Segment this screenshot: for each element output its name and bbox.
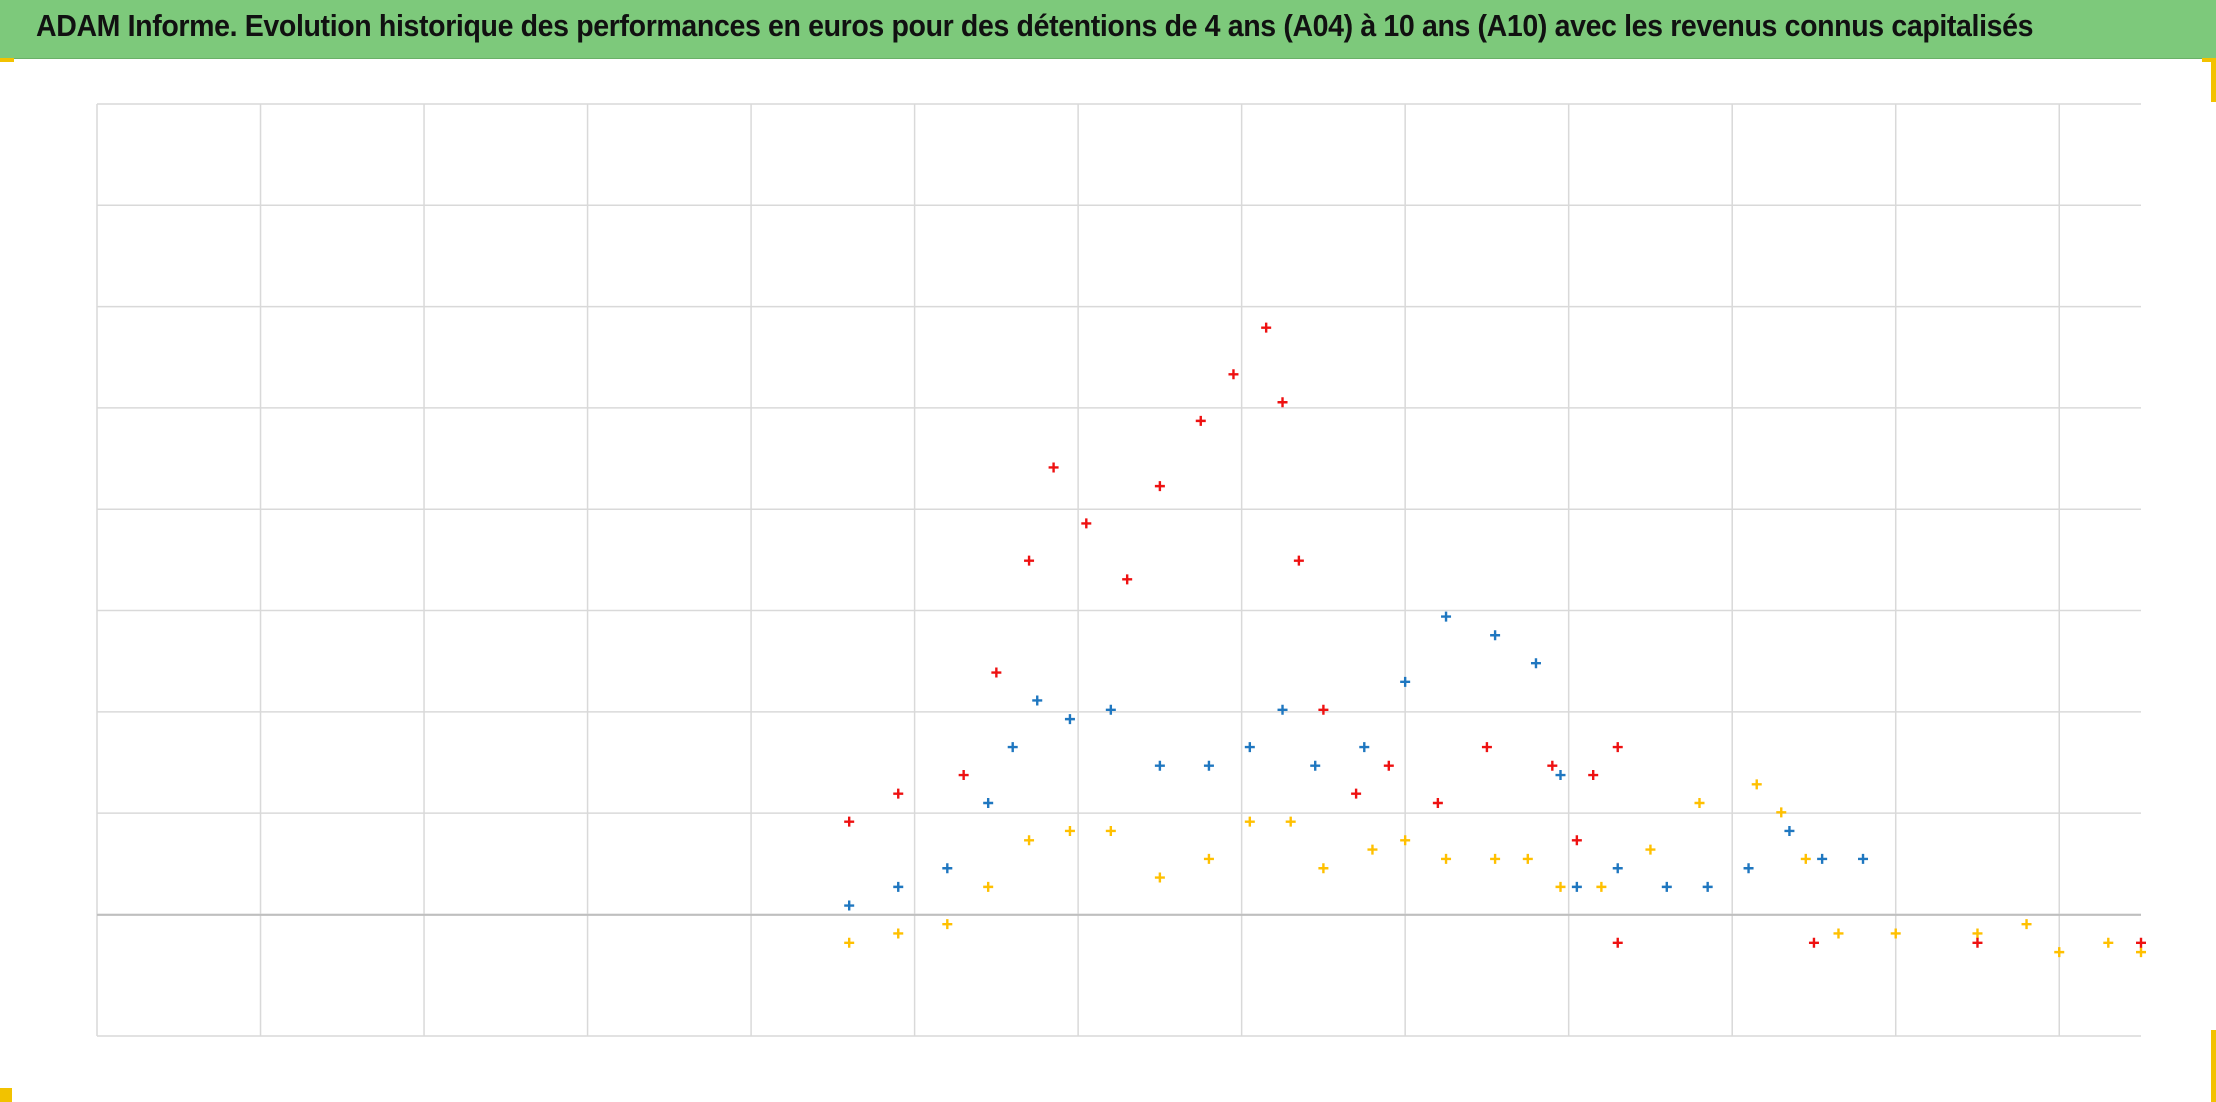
data-point — [1318, 704, 1329, 715]
data-point — [1359, 742, 1370, 753]
data-point — [1702, 881, 1713, 892]
data-point — [1800, 853, 1811, 864]
data-point — [2103, 937, 2114, 948]
data-point — [983, 798, 994, 808]
data-point — [991, 667, 1002, 678]
data-point — [893, 928, 904, 939]
data-point — [1555, 770, 1566, 781]
data-point — [1400, 676, 1411, 687]
data-point — [1972, 928, 1983, 939]
data-point — [1318, 863, 1329, 874]
data-point — [844, 816, 855, 827]
corner-mark-top-right — [2202, 58, 2216, 62]
series-2 — [844, 611, 1869, 911]
data-point — [1203, 760, 1214, 771]
data-point — [1105, 825, 1116, 836]
data-point — [1645, 844, 1656, 855]
series-layer — [844, 322, 2146, 958]
data-point — [1743, 863, 1754, 874]
corner-mark-bottom-left — [0, 1088, 12, 1102]
data-point — [958, 770, 969, 781]
data-point — [1890, 928, 1901, 939]
data-point — [1571, 881, 1582, 892]
data-point — [844, 900, 855, 911]
data-point — [1154, 760, 1165, 771]
data-point — [893, 788, 904, 799]
data-point — [1293, 555, 1304, 566]
data-point — [2054, 947, 2065, 958]
data-point — [1858, 853, 1869, 864]
data-point — [1432, 798, 1443, 808]
data-point — [1441, 611, 1452, 622]
data-point — [1784, 825, 1795, 836]
data-point — [1612, 742, 1623, 753]
data-point — [844, 937, 855, 948]
data-point — [1244, 742, 1255, 753]
data-point — [1547, 760, 1558, 771]
data-point — [983, 881, 994, 892]
grid-layer — [96, 103, 2141, 1037]
data-point — [1776, 807, 1787, 818]
data-point — [1441, 853, 1452, 864]
data-point — [1277, 704, 1288, 715]
data-point — [942, 919, 953, 930]
data-point — [1808, 937, 1819, 948]
data-point — [1596, 881, 1607, 892]
data-point — [1400, 835, 1411, 846]
chart-title-bar: ADAM Informe. Evolution historique des p… — [0, 0, 2216, 59]
data-point — [1024, 835, 1035, 846]
series-1 — [844, 322, 1623, 846]
data-point — [1277, 397, 1288, 408]
data-point — [1154, 872, 1165, 883]
data-point — [1661, 881, 1672, 892]
corner-mark-right-edge — [2211, 62, 2216, 102]
chart-title: ADAM Informe. Evolution historique des p… — [36, 8, 2034, 43]
data-point — [1244, 816, 1255, 827]
data-point — [1490, 630, 1501, 641]
data-point — [1588, 770, 1599, 781]
series-3 — [844, 779, 2146, 958]
data-point — [1817, 853, 1828, 864]
data-point — [2136, 947, 2146, 958]
data-point — [2021, 919, 2032, 930]
data-point — [1310, 760, 1321, 771]
data-point — [1571, 835, 1582, 846]
data-point — [1530, 658, 1541, 669]
data-point — [1154, 481, 1165, 492]
data-point — [1751, 779, 1762, 790]
data-point — [1285, 816, 1296, 827]
data-point — [1383, 760, 1394, 771]
data-point — [1972, 937, 1983, 948]
data-point — [1694, 798, 1705, 808]
data-point — [1081, 518, 1092, 529]
series-4 — [1612, 937, 2146, 948]
data-point — [1612, 863, 1623, 874]
data-point — [1555, 881, 1566, 892]
data-point — [1522, 853, 1533, 864]
data-point — [1367, 844, 1378, 855]
data-point — [1261, 322, 1272, 333]
data-point — [1490, 853, 1501, 864]
data-point — [1195, 415, 1206, 426]
corner-mark-bottom-right — [2211, 1030, 2216, 1102]
data-point — [1032, 695, 1043, 706]
data-point — [1481, 742, 1492, 753]
data-point — [942, 863, 953, 874]
data-point — [1064, 825, 1075, 836]
data-point — [1105, 704, 1116, 715]
data-point — [1064, 714, 1075, 725]
data-point — [1048, 462, 1059, 473]
data-point — [1203, 853, 1214, 864]
corner-mark-top-left — [0, 58, 14, 62]
data-point — [893, 881, 904, 892]
data-point — [1122, 574, 1133, 585]
data-point — [1833, 928, 1844, 939]
data-point — [1024, 555, 1035, 566]
data-point — [1351, 788, 1362, 799]
data-point — [1612, 937, 1623, 948]
data-point — [1007, 742, 1018, 753]
data-point — [2136, 937, 2146, 948]
data-point — [1228, 369, 1239, 380]
